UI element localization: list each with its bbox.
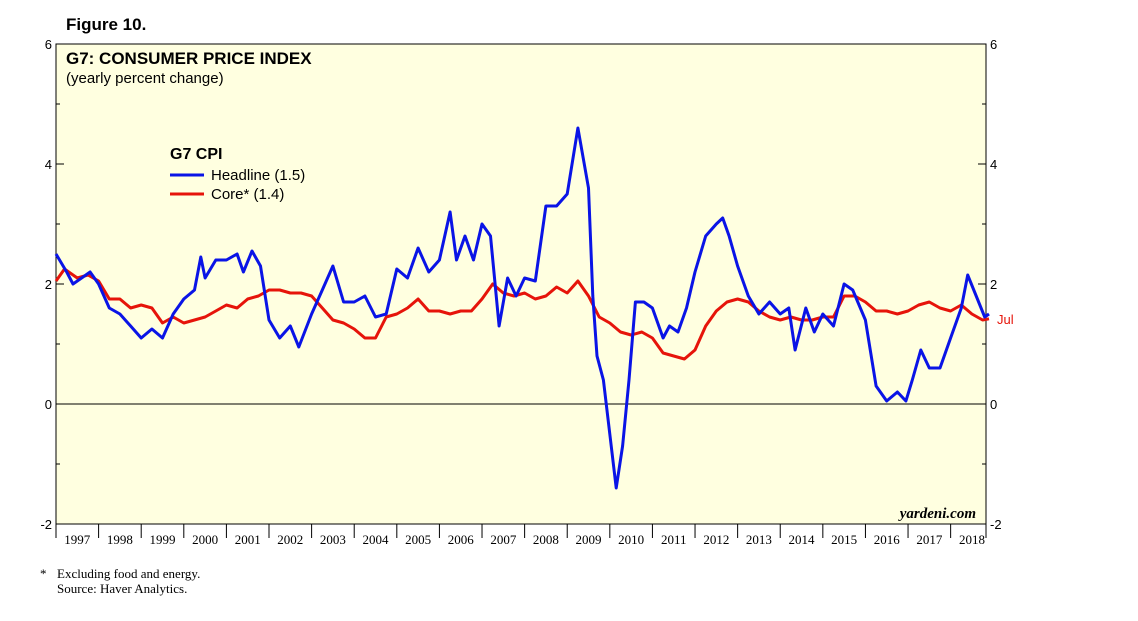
x-tick-label: 2007 (490, 532, 517, 547)
x-tick-label: 2011 (661, 532, 687, 547)
x-tick-label: 2000 (192, 532, 218, 547)
y-tick-label-left: 0 (45, 397, 52, 412)
legend-title: G7 CPI (170, 146, 222, 163)
x-tick-label: 1997 (64, 532, 91, 547)
x-tick-label: 2003 (320, 532, 346, 547)
x-tick-label: 1998 (107, 532, 133, 547)
footnote-note: Excluding food and energy. (57, 566, 200, 581)
x-tick-label: 2009 (576, 532, 602, 547)
y-tick-label-left: 2 (45, 277, 52, 292)
x-tick-label: 2008 (533, 532, 559, 547)
watermark: yardeni.com (898, 506, 976, 522)
x-tick-label: 1999 (150, 532, 176, 547)
y-tick-label-left: 4 (45, 157, 52, 172)
y-tick-label-left: -2 (40, 517, 52, 532)
x-tick-label: 2002 (277, 532, 303, 547)
x-tick-label: 2012 (703, 532, 729, 547)
x-tick-label: 2004 (363, 532, 390, 547)
footnote: * Excluding food and energy. Source: Hav… (40, 566, 200, 596)
x-tick-label: 2006 (448, 532, 475, 547)
chart-subtitle: (yearly percent change) (66, 70, 224, 87)
figure-label: Figure 10. (66, 15, 146, 34)
legend-label-headline: Headline (1.5) (211, 167, 305, 184)
legend: G7 CPI Headline (1.5) Core* (1.4) (170, 146, 305, 203)
y-tick-label-right: 6 (990, 37, 997, 52)
footnote-marker: * (40, 566, 47, 581)
x-tick-label: 2014 (789, 532, 816, 547)
x-tick-label: 2016 (874, 532, 901, 547)
legend-label-core: Core* (1.4) (211, 186, 284, 203)
chart-title: G7: CONSUMER PRICE INDEX (66, 49, 312, 68)
x-tick-label: 2001 (235, 532, 261, 547)
x-axis: 1997 1998 1999 2000 2001 2002 2003 2004 2005 2006… (55, 524, 987, 547)
y-tick-label-right: 0 (990, 397, 997, 412)
x-tick-label: 2015 (831, 532, 857, 547)
y-tick-label-left: 6 (45, 37, 52, 52)
footnote-source: Source: Haver Analytics. (57, 581, 187, 596)
x-tick-label: 2013 (746, 532, 772, 547)
x-tick-label: 2018 (959, 532, 985, 547)
y-tick-label-right: 2 (990, 277, 997, 292)
x-tick-label: 2005 (405, 532, 431, 547)
x-tick-label: 2010 (618, 532, 644, 547)
series-line-headline (54, 126, 990, 490)
y-tick-label-right: -2 (990, 517, 1002, 532)
x-tick-label: 2017 (916, 532, 943, 547)
y-tick-label-right: 4 (990, 157, 997, 172)
end-label-jul: Jul (997, 312, 1014, 327)
y-axis-ticks: -2 -2 0 0 2 2 4 4 6 6 (40, 37, 1001, 532)
